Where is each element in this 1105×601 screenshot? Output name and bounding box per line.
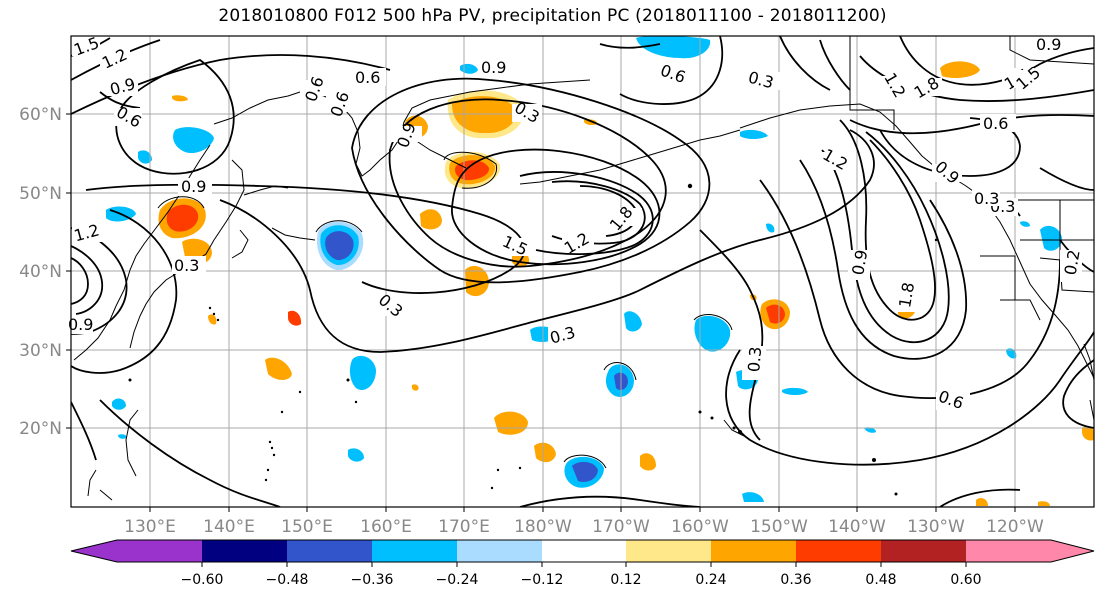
colorbar: −0.60 −0.48 −0.36 −0.24 −0.12 0.12 0.24 …: [70, 539, 1095, 588]
colorbar-segment: [202, 540, 287, 562]
pv-contours-thin: [157, 151, 733, 469]
lon-label: 130°E: [124, 517, 176, 537]
longitude-labels: 130°E 140°E 150°E 160°E 170°E 180°W 170°…: [124, 517, 1044, 537]
map-title: 2018010800 F012 500 hPa PV, precipitatio…: [218, 6, 887, 26]
lat-label: 20°N: [19, 419, 62, 439]
lon-label: 150°E: [281, 517, 333, 537]
contour-label: 0.9: [68, 315, 93, 334]
coastlines: [73, 36, 1094, 501]
colorbar-tick-label: 0.12: [610, 572, 641, 588]
contour-label: 1.2: [880, 69, 909, 101]
lon-label: 140°W: [828, 517, 886, 537]
colorbar-segment: [626, 540, 711, 562]
lat-label: 40°N: [19, 262, 62, 282]
contour-label: 0.9: [481, 58, 506, 77]
colorbar-segment: [711, 540, 796, 562]
lat-label: 60°N: [19, 105, 62, 125]
lat-label: 50°N: [19, 184, 62, 204]
colorbar-tick-label: −0.12: [521, 572, 564, 588]
contour-label: 1.8: [895, 281, 918, 309]
contour-label: 0.6: [983, 114, 1008, 133]
contour-label: 0.3: [174, 256, 199, 275]
contour-label: 0.6: [301, 74, 328, 104]
contour-label: 0.3: [744, 346, 765, 373]
colorbar-segment: [372, 540, 457, 562]
colorbar-outline: [70, 539, 1095, 563]
lon-label: 160°W: [671, 517, 729, 537]
lon-label: 160°E: [360, 517, 412, 537]
colorbar-segment: [966, 540, 1051, 562]
contour-label: 0.3: [974, 189, 999, 208]
contour-label: 0.9: [1036, 35, 1061, 54]
contour-label: 0.3: [375, 290, 407, 321]
colorbar-segment: [117, 540, 202, 562]
colorbar-tick-label: −0.36: [351, 572, 394, 588]
lon-label: 140°E: [203, 517, 255, 537]
colorbar-segment: [542, 540, 626, 562]
colorbar-segment: [287, 540, 372, 562]
colorbar-tick-label: 0.60: [950, 572, 981, 588]
lon-label: 170°E: [438, 517, 490, 537]
lon-label: 150°W: [750, 517, 808, 537]
positive-anomaly-patches: [158, 61, 1094, 506]
colorbar-extend-high: [1051, 540, 1094, 562]
colorbar-tick-label: 0.48: [865, 572, 896, 588]
colorbar-tick-label: 0.24: [695, 572, 726, 588]
contour-label: 0.6: [113, 102, 145, 131]
colorbar-tick-label: 0.36: [780, 572, 811, 588]
colorbar-tick-label: −0.48: [266, 572, 309, 588]
contour-label: 1.2: [99, 45, 130, 73]
latitude-labels: 60°N 50°N 40°N 30°N 20°N: [19, 105, 62, 439]
colorbar-tick-label: −0.24: [436, 572, 479, 588]
tick-marks: [66, 113, 1016, 512]
colorbar-segment: [796, 540, 881, 562]
contour-label: 0.9: [848, 248, 871, 276]
lon-label: 120°W: [986, 517, 1044, 537]
contour-label: 0.2: [1061, 248, 1084, 276]
lon-label: 130°W: [907, 517, 965, 537]
contour-labels: 1.5 1.2 0.9 0.6 0.6 0.9 0.3 0.6 0.3 0.9 …: [68, 33, 1084, 413]
contour-label: 1.8: [606, 203, 637, 235]
lon-label: 170°W: [592, 517, 650, 537]
colorbar-segment: [457, 540, 542, 562]
contour-label: 0.6: [355, 68, 380, 87]
contour-label: 0.9: [181, 177, 206, 196]
colorbar-extend-low: [71, 540, 117, 562]
lat-label: 30°N: [19, 341, 62, 361]
lon-label: 180°W: [514, 517, 572, 537]
negative-anomaly-patches: [106, 36, 1062, 502]
colorbar-segment: [881, 540, 966, 562]
colorbar-tick-label: −0.60: [181, 572, 224, 588]
